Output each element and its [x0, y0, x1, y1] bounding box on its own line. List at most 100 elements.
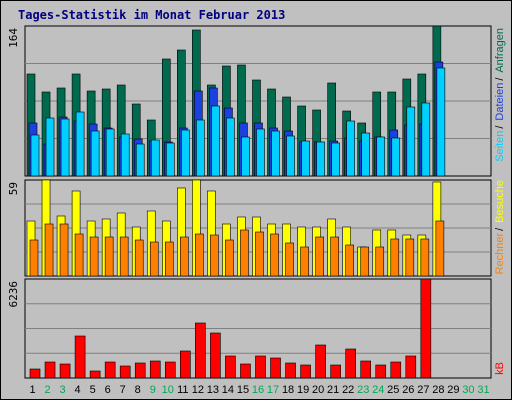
bar-rechner-6: [104, 236, 114, 277]
bar-seiten-13: [211, 105, 220, 177]
legend-label-anfragen: Anfragen: [494, 28, 506, 73]
legend-label-besuche: Besuche: [494, 180, 506, 223]
bar-rechner-25: [390, 238, 400, 277]
bar-rechner-2: [44, 223, 54, 277]
bar-rechner-5: [89, 236, 99, 277]
bar-kb-9: [149, 360, 161, 379]
x-tick-label-24: 24: [372, 384, 384, 396]
bar-rechner-28: [435, 220, 445, 277]
bar-kb-2: [44, 361, 56, 379]
x-tick-label-22: 22: [342, 384, 354, 396]
bar-rechner-17: [270, 233, 279, 277]
panel-top: 164: [7, 25, 492, 177]
panel-middle: 59: [7, 179, 492, 277]
bar-kb-23: [360, 360, 372, 379]
bar-seiten-5: [90, 130, 100, 177]
bar-seiten-1: [30, 134, 40, 177]
bar-seiten-23: [361, 132, 371, 177]
series-kb: [29, 278, 432, 379]
bar-kb-5: [89, 370, 101, 379]
x-tick-label-7: 7: [120, 384, 126, 396]
x-tick-label-11: 11: [177, 384, 188, 396]
bar-seiten-15: [241, 136, 250, 177]
bar-rechner-20: [315, 236, 324, 277]
x-axis-labels: 1 2 3 4 5 6 7 8 9 10 11 12 13 14 15 16 17 18 19 20 21 22 23 24 2…: [29, 384, 489, 396]
bar-rechner-14: [225, 239, 234, 277]
bar-kb-4: [74, 335, 86, 379]
bar-kb-15: [240, 363, 251, 379]
x-tick-label-4: 4: [75, 384, 81, 396]
legend-separator: /: [494, 125, 506, 129]
bar-seiten-6: [105, 128, 115, 177]
x-tick-label-12: 12: [192, 384, 204, 396]
bar-kb-18: [285, 362, 296, 379]
series-rechner: [29, 220, 445, 277]
x-tick-label-3: 3: [60, 384, 66, 396]
bar-kb-3: [59, 363, 71, 379]
legend-label-dateien: Dateien: [494, 83, 506, 121]
bar-seiten-7: [120, 133, 130, 177]
x-tick-label-16: 16: [252, 384, 264, 396]
chart-title: Tages-Statistik im Monat Februar 2013: [18, 8, 285, 22]
bar-seiten-20: [316, 141, 325, 177]
bar-seiten-10: [165, 142, 175, 177]
x-tick-label-17: 17: [267, 384, 279, 396]
bar-rechner-1: [29, 239, 39, 277]
bar-seiten-2: [45, 117, 55, 177]
x-tick-label-13: 13: [207, 384, 219, 396]
bar-seiten-25: [391, 137, 401, 177]
bar-seiten-26: [406, 106, 416, 177]
bar-kb-7: [119, 365, 131, 379]
bar-rechner-12: [195, 233, 204, 277]
bar-kb-22: [345, 348, 356, 379]
x-tick-label-5: 5: [90, 384, 96, 396]
x-tick-label-23: 23: [357, 384, 369, 396]
bar-seiten-11: [181, 129, 190, 177]
bar-rechner-16: [255, 231, 264, 277]
bar-kb-21: [330, 364, 341, 379]
bar-rechner-11: [180, 236, 189, 277]
bar-kb-17: [270, 357, 281, 379]
x-tick-label-18: 18: [282, 384, 294, 396]
bar-rechner-24: [375, 246, 385, 277]
bar-rechner-26: [405, 238, 415, 277]
x-tick-label-8: 8: [135, 384, 141, 396]
legend-label-seiten: Seiten: [494, 131, 506, 162]
bar-kb-1: [29, 368, 41, 379]
legend-separator: /: [494, 77, 506, 81]
x-tick-label-9: 9: [150, 384, 156, 396]
bar-rechner-8: [134, 239, 144, 277]
bar-kb-12: [195, 322, 206, 379]
bar-rechner-15: [240, 229, 249, 277]
x-tick-label-26: 26: [402, 384, 414, 396]
bar-seiten-22: [346, 120, 355, 177]
bar-rechner-4: [74, 233, 84, 277]
bar-kb-25: [390, 361, 402, 379]
panel-bottom: 6236: [7, 278, 492, 379]
bar-rechner-19: [300, 246, 309, 277]
x-tick-label-28: 28: [432, 384, 444, 396]
bar-rechner-21: [330, 236, 339, 277]
x-tick-label-1: 1: [29, 384, 35, 396]
legend-separator: /: [494, 227, 506, 231]
bar-rechner-7: [119, 236, 129, 277]
bar-seiten-19: [301, 140, 310, 177]
bar-rechner-22: [345, 244, 354, 277]
y-max-label: 6236: [7, 281, 20, 308]
x-tick-label-15: 15: [237, 384, 249, 396]
bar-seiten-16: [256, 128, 265, 177]
x-tick-label-19: 19: [297, 384, 309, 396]
x-tick-label-14: 14: [222, 384, 234, 396]
x-tick-label-6: 6: [105, 384, 111, 396]
bar-kb-8: [134, 362, 146, 379]
y-max-label: 164: [7, 28, 20, 48]
x-tick-label-20: 20: [312, 384, 324, 396]
bar-kb-26: [405, 355, 417, 379]
x-tick-label-30: 30: [462, 384, 474, 396]
bar-kb-14: [225, 355, 236, 379]
x-tick-label-2: 2: [44, 384, 50, 396]
bar-seiten-24: [376, 136, 386, 177]
bar-seiten-3: [60, 118, 70, 177]
bar-kb-13: [210, 332, 221, 379]
bar-kb-16: [255, 355, 266, 379]
